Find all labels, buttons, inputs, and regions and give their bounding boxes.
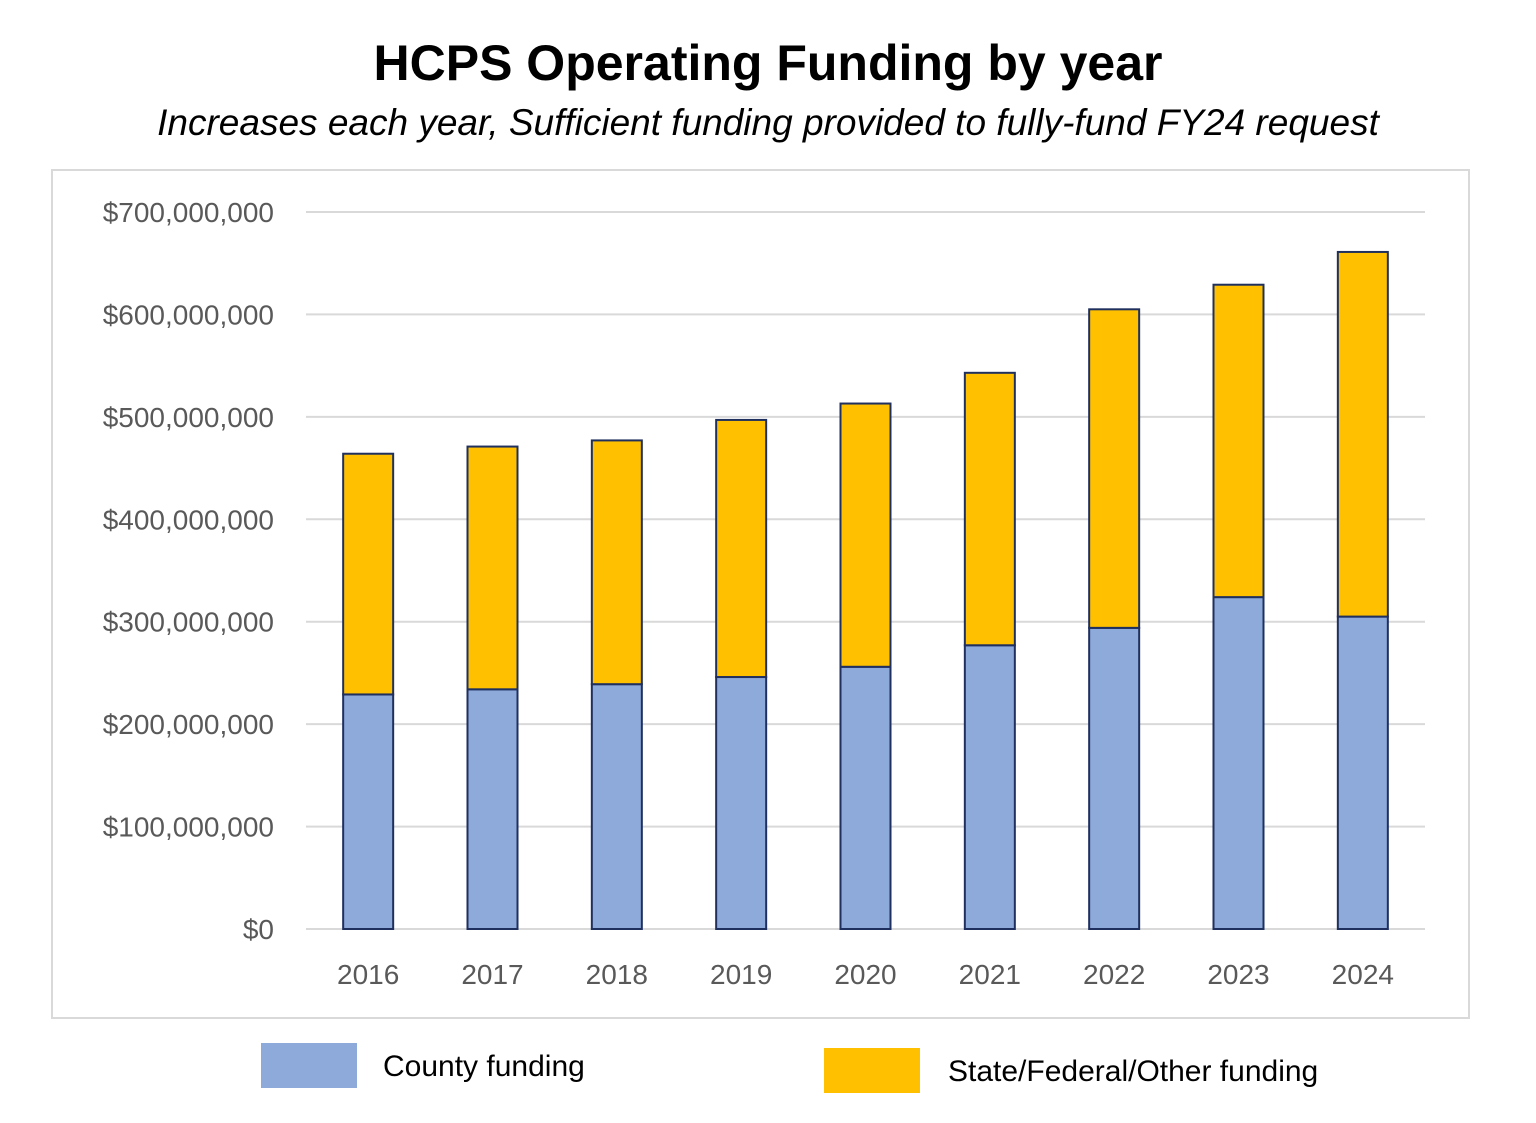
x-tick-label: 2017 bbox=[461, 959, 523, 990]
bar-county-2024 bbox=[1336, 615, 1389, 930]
bar-county-2023 bbox=[1212, 596, 1265, 930]
x-tick-label: 2018 bbox=[586, 959, 648, 990]
bar-county-2018 bbox=[590, 683, 643, 931]
y-tick-label: $0 bbox=[243, 914, 274, 945]
bar-county-2020 bbox=[839, 665, 892, 930]
x-tick-label: 2024 bbox=[1332, 959, 1394, 990]
x-tick-label: 2019 bbox=[710, 959, 772, 990]
bar-county-2019 bbox=[715, 676, 768, 930]
y-tick-label: $200,000,000 bbox=[103, 709, 274, 740]
bar-state-2017 bbox=[466, 445, 519, 691]
x-tick-label: 2023 bbox=[1207, 959, 1269, 990]
bar-county-2017 bbox=[466, 688, 519, 930]
x-tick-label: 2016 bbox=[337, 959, 399, 990]
bar-state-2020 bbox=[839, 402, 892, 668]
bar-state-2018 bbox=[590, 439, 643, 686]
bar-state-2019 bbox=[715, 418, 768, 679]
chart-title: HCPS Operating Funding by year bbox=[373, 35, 1163, 91]
bar-state-2022 bbox=[1088, 308, 1141, 629]
y-tick-label: $600,000,000 bbox=[103, 299, 274, 330]
bar-county-2016 bbox=[342, 693, 395, 931]
x-tick-label: 2022 bbox=[1083, 959, 1145, 990]
y-tick-label: $400,000,000 bbox=[103, 504, 274, 535]
y-tick-label: $500,000,000 bbox=[103, 402, 274, 433]
legend-label-county: County funding bbox=[383, 1050, 585, 1083]
bar-state-2024 bbox=[1336, 250, 1389, 618]
chart-subtitle: Increases each year, Sufficient funding … bbox=[157, 102, 1379, 143]
bars bbox=[342, 250, 1389, 931]
y-tick-label: $100,000,000 bbox=[103, 812, 274, 843]
legend-label-state: State/Federal/Other funding bbox=[948, 1055, 1319, 1088]
y-axis-ticks: $0 $100,000,000 $200,000,000 $300,000,000 $4… bbox=[103, 197, 274, 945]
bar-state-2016 bbox=[342, 452, 395, 696]
bar-county-2021 bbox=[963, 644, 1016, 930]
y-tick-label: $300,000,000 bbox=[103, 607, 274, 638]
x-axis-ticks: 2016 2017 2018 2019 2020 2021 2022 2023 2024 bbox=[337, 959, 1394, 990]
x-tick-label: 2020 bbox=[834, 959, 896, 990]
legend-swatch-county bbox=[261, 1043, 357, 1088]
y-tick-label: $700,000,000 bbox=[103, 197, 274, 228]
bar-state-2023 bbox=[1212, 283, 1265, 599]
legend-swatch-state bbox=[824, 1048, 920, 1093]
bar-state-2021 bbox=[963, 371, 1016, 647]
x-tick-label: 2021 bbox=[959, 959, 1021, 990]
bar-county-2022 bbox=[1088, 626, 1141, 930]
